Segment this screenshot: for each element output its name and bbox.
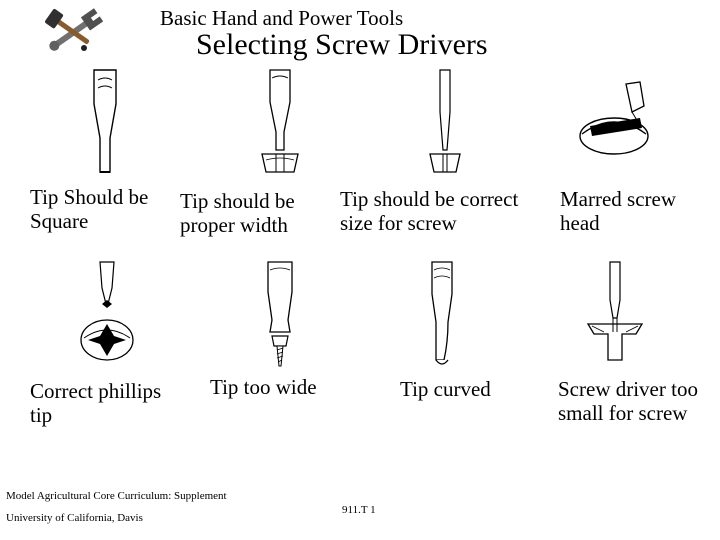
footer-line1: Model Agricultural Core Curriculum: Supp… (6, 490, 227, 502)
caption-r1c2: Tip should be proper width (180, 190, 330, 237)
caption-r1c4: Marred screw head (560, 188, 700, 235)
footer-line2: University of California, Davis (6, 512, 143, 524)
caption-r2c4: Screw driver too small for screw (558, 378, 718, 425)
caption-r2c2: Tip too wide (210, 376, 370, 400)
caption-r1c1: Tip Should be Square (30, 186, 160, 233)
phillips-tip-icon (72, 260, 142, 368)
row1-illustrations (0, 68, 720, 176)
caption-r2c3: Tip curved (400, 378, 540, 402)
caption-r2c1: Correct phillips tip (30, 380, 170, 427)
slide-number: 911.T 1 (342, 504, 376, 516)
tip-too-wide-icon (250, 260, 310, 368)
tip-curved-icon (414, 260, 470, 368)
marred-head-icon (570, 78, 660, 168)
square-tip-icon (80, 68, 130, 176)
caption-r1c3: Tip should be correct size for screw (340, 188, 550, 235)
tools-logo-icon (38, 6, 110, 58)
row2-illustrations (0, 260, 720, 368)
too-small-icon (580, 260, 650, 368)
page-title: Selecting Screw Drivers (196, 28, 488, 62)
proper-width-icon (250, 68, 310, 176)
correct-size-icon (420, 68, 470, 176)
